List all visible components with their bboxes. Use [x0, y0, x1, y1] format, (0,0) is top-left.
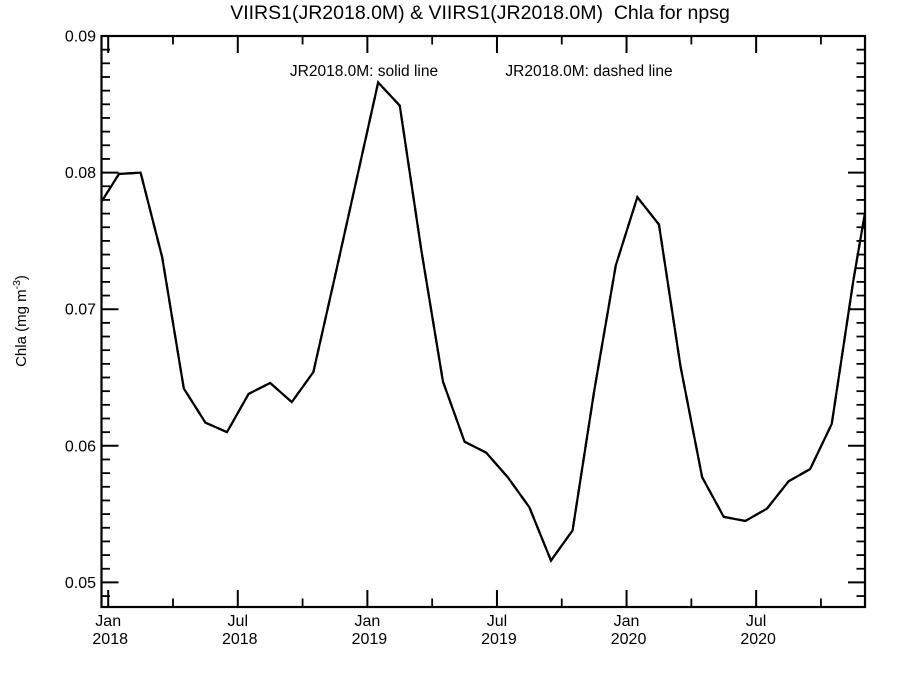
- y-axis-title-prefix: Chla (mg m: [13, 289, 30, 367]
- y-tick-label: 0.08: [65, 165, 96, 182]
- data-series: [101, 80, 865, 563]
- chla-line-solid: [101, 80, 865, 563]
- y-axis-tick-labels: 0.09 0.08 0.07 0.06 0.05: [65, 29, 96, 592]
- x-tick-label-month: Jul: [228, 613, 248, 630]
- y-axis-title: Chla (mg m-3): [11, 275, 30, 367]
- legend-dashed-label: JR2018.0M: dashed line: [505, 63, 672, 80]
- plot-frame: [100, 34, 867, 609]
- y-tick-label: 0.07: [65, 302, 96, 319]
- y-axis-title-suffix: ): [13, 275, 30, 280]
- x-tick-label-month: Jan: [614, 613, 640, 630]
- x-tick-label-year: 2018: [222, 631, 258, 648]
- chla-line-dashed: [101, 80, 865, 563]
- x-tick-label-month: Jul: [487, 613, 507, 630]
- x-axis-ticks-top: [107, 36, 822, 53]
- x-tick-label-year: 2020: [740, 631, 776, 648]
- y-tick-label: 0.09: [65, 29, 96, 46]
- x-tick-label-year: 2019: [352, 631, 388, 648]
- x-tick-label-month: Jan: [354, 613, 380, 630]
- x-axis-ticks-bottom: [107, 590, 822, 607]
- x-tick-label-month: Jan: [95, 613, 121, 630]
- chart-title: VIIRS1(JR2018.0M) & VIIRS1(JR2018.0M) Ch…: [230, 2, 730, 24]
- x-axis-tick-labels: Jan2018Jul2018Jan2019Jul2019Jan2020Jul20…: [92, 613, 776, 648]
- legend-solid-label: JR2018.0M: solid line: [290, 63, 438, 80]
- y-axis-ticks-left: [101, 35, 119, 597]
- x-tick-label-year: 2020: [611, 631, 647, 648]
- x-tick-label-year: 2018: [92, 631, 128, 648]
- x-tick-label-year: 2019: [481, 631, 517, 648]
- x-tick-label-month: Jul: [746, 613, 766, 630]
- y-axis-title-superscript: -3: [11, 280, 23, 289]
- y-axis-ticks-right: [848, 35, 865, 597]
- y-tick-label: 0.05: [65, 575, 96, 592]
- y-tick-label: 0.06: [65, 438, 96, 455]
